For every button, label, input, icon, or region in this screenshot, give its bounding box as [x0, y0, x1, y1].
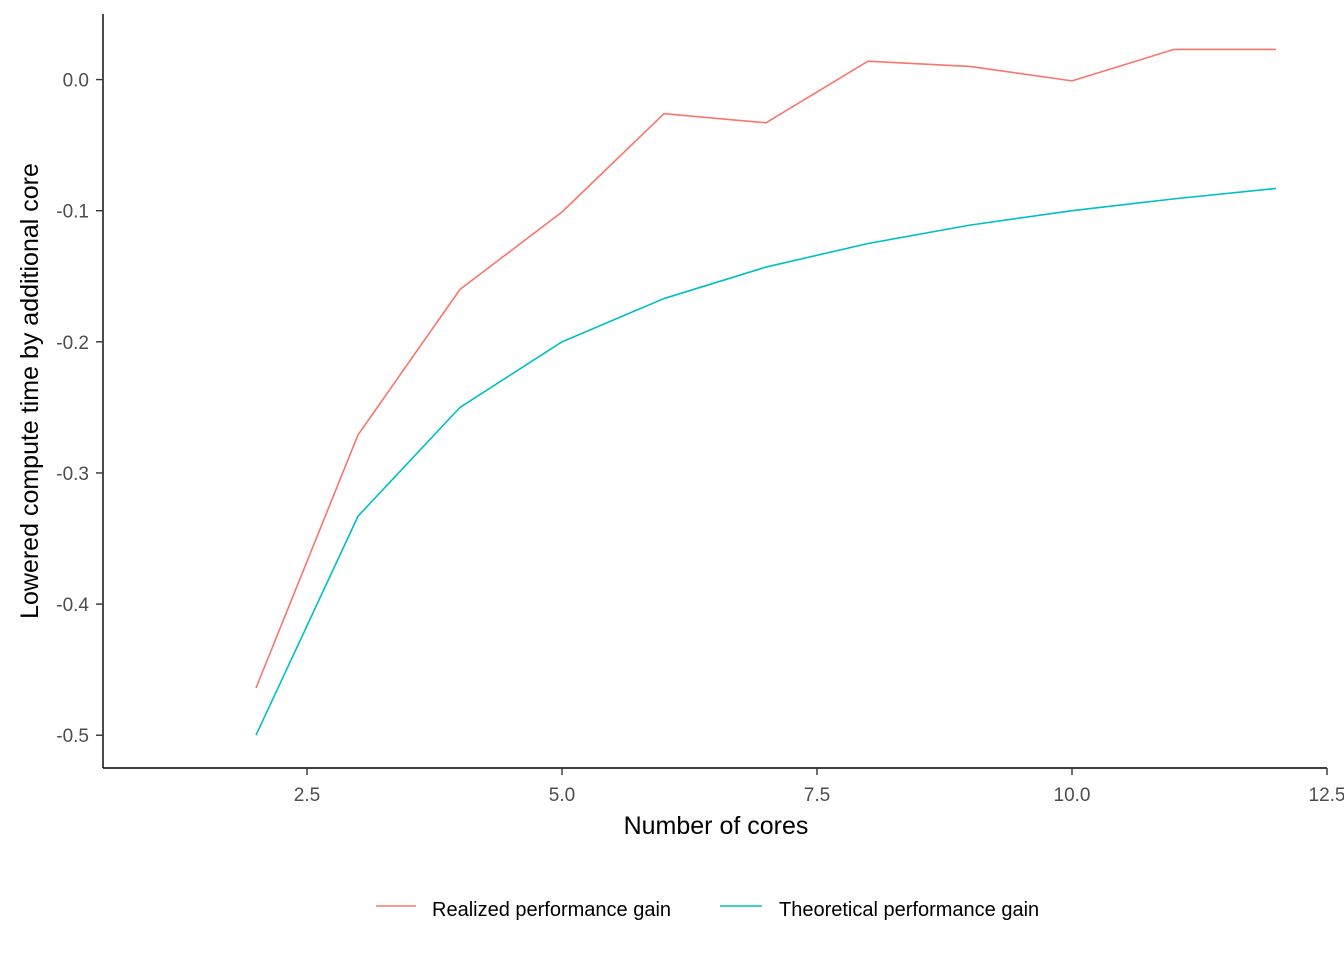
legend-item: Theoretical performance gain [720, 899, 1039, 921]
legend-item: Realized performance gain [376, 899, 671, 921]
y-tick-label: -0.2 [56, 333, 89, 354]
y-axis-ticks: -0.5 -0.4 -0.3 -0.2 -0.1 0.0 [56, 71, 103, 747]
series-line-realized [255, 48, 1276, 689]
x-tick-label: 5.0 [549, 785, 575, 806]
legend-label: Theoretical performance gain [779, 899, 1039, 921]
series-line-theoretical [255, 187, 1277, 736]
legend: Realized performance gain Theoretical per… [376, 899, 1039, 921]
y-tick-label: -0.4 [56, 595, 89, 616]
y-tick-label: -0.1 [56, 202, 89, 223]
y-tick-label: -0.5 [56, 726, 89, 747]
legend-label: Realized performance gain [432, 899, 671, 921]
x-tick-label: 7.5 [804, 785, 830, 806]
x-tick-label: 12.5 [1309, 785, 1344, 806]
y-tick-label: -0.3 [56, 464, 89, 485]
y-tick-label: 0.0 [63, 71, 89, 92]
x-tick-label: 2.5 [294, 785, 320, 806]
plot-lines [255, 48, 1277, 736]
x-axis-ticks: 2.5 5.0 7.5 10.0 12.5 [294, 768, 1344, 806]
x-tick-label: 10.0 [1054, 785, 1091, 806]
y-axis-title: Lowered compute time by additional core [16, 163, 44, 619]
x-axis-title: Number of cores [624, 812, 809, 840]
